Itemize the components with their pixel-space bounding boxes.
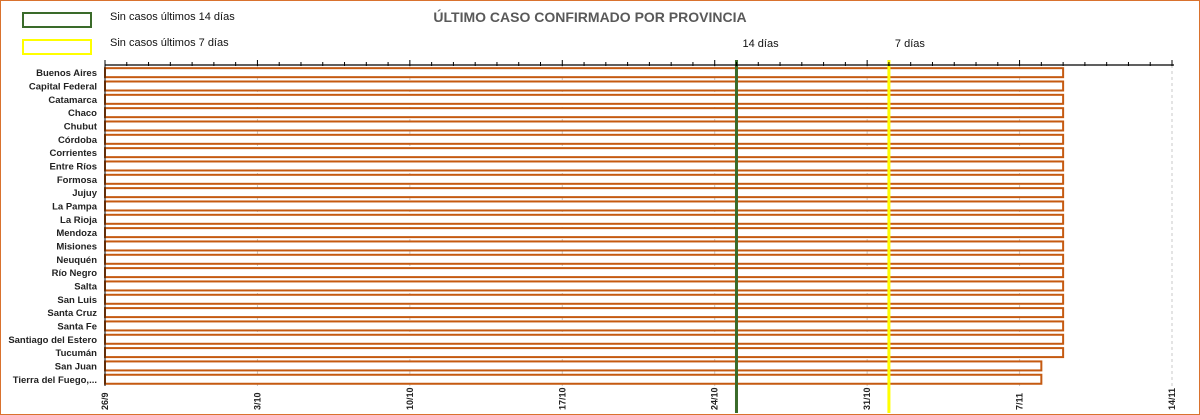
bar-8 (104, 173, 1065, 185)
bar-22 (104, 360, 1043, 372)
x-tick-label-6: 7/11 (1015, 393, 1025, 410)
x-tick-label-1: 3/10 (252, 392, 262, 410)
x-tick-label-7: 14/11 (1167, 388, 1177, 410)
bar-11 (104, 213, 1065, 225)
bar-9 (104, 187, 1065, 199)
bar-6 (104, 147, 1065, 159)
bar-21 (104, 347, 1065, 359)
category-label-14: Neuquén (56, 255, 97, 266)
bar-13 (104, 240, 1065, 252)
category-label-5: Córdoba (58, 135, 98, 146)
reference-label-1: 7 días (895, 38, 925, 50)
category-label-18: Santa Cruz (47, 308, 97, 319)
x-tick-label-3: 17/10 (557, 387, 567, 410)
category-label-12: Mendoza (56, 228, 97, 239)
bar-10 (104, 200, 1065, 212)
reference-label-0: 14 días (742, 38, 779, 50)
category-label-16: Salta (74, 281, 97, 292)
category-label-15: Río Negro (52, 268, 98, 279)
category-label-10: La Pampa (52, 201, 98, 212)
legend-label-14-dias: Sin casos últimos 14 días (110, 11, 235, 23)
bar-17 (104, 293, 1065, 305)
category-label-11: La Rioja (60, 215, 98, 226)
x-tick-label-4: 24/10 (710, 387, 720, 410)
bar-16 (104, 280, 1065, 292)
bar-19 (104, 320, 1065, 332)
bar-15 (104, 267, 1065, 279)
bar-23 (104, 373, 1043, 385)
bar-20 (104, 333, 1065, 345)
bar-7 (104, 160, 1065, 172)
category-label-13: Misiones (56, 241, 97, 252)
category-label-19: Santa Fe (57, 321, 97, 332)
category-label-0: Buenos Aires (36, 68, 97, 79)
category-label-8: Formosa (57, 175, 98, 186)
category-label-23: Tierra del Fuego,... (13, 375, 97, 386)
category-label-22: San Juan (55, 361, 97, 372)
category-label-20: Santiago del Estero (8, 335, 97, 346)
x-tick-label-5: 31/10 (862, 387, 872, 410)
bar-18 (104, 307, 1065, 319)
category-label-3: Chaco (68, 108, 97, 119)
legend-label-7-dias: Sin casos últimos 7 días (110, 37, 229, 49)
legend-swatch-7-dias (22, 39, 92, 55)
bar-3 (104, 107, 1065, 119)
bar-4 (104, 120, 1065, 132)
bar-12 (104, 227, 1065, 239)
category-label-21: Tucumán (55, 348, 97, 359)
category-label-17: San Luis (57, 295, 97, 306)
category-label-1: Capital Federal (29, 81, 97, 92)
chart-title: ÚLTIMO CASO CONFIRMADO POR PROVINCIA (433, 9, 747, 25)
bar-1 (104, 80, 1065, 92)
category-label-7: Entre Ríos (49, 161, 97, 172)
bar-14 (104, 253, 1065, 265)
bar-2 (104, 93, 1065, 105)
category-label-6: Corrientes (49, 148, 97, 159)
bar-0 (104, 67, 1065, 79)
bar-5 (104, 133, 1065, 145)
x-tick-label-0: 26/9 (100, 392, 110, 410)
category-label-4: Chubut (64, 121, 98, 132)
x-tick-label-2: 10/10 (405, 387, 415, 410)
legend-swatch-14-dias (22, 12, 92, 28)
category-label-9: Jujuy (72, 188, 98, 199)
category-label-2: Catamarca (48, 95, 97, 106)
